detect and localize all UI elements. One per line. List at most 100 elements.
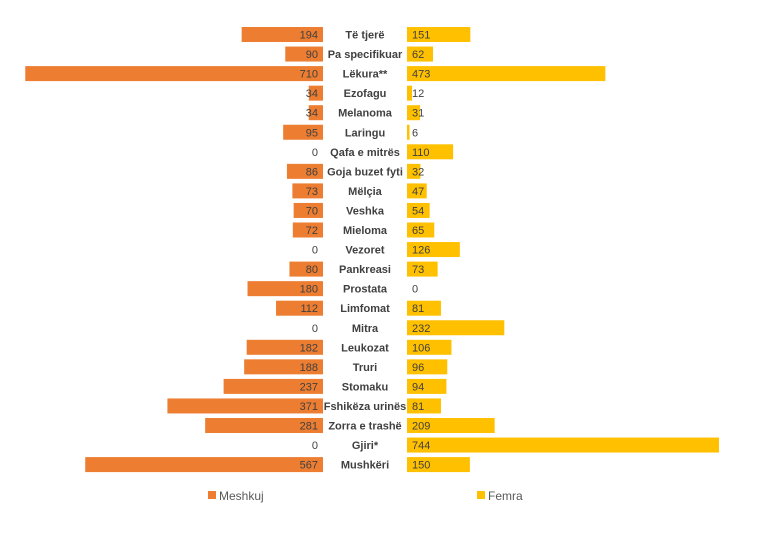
category-label-13: Prostata bbox=[343, 284, 388, 296]
bar-femra-11 bbox=[407, 242, 460, 258]
category-label-3: Ezofagu bbox=[344, 88, 387, 100]
bar-meshkuj-2 bbox=[25, 66, 324, 82]
bar-meshkuj-7 bbox=[286, 163, 323, 179]
value-label-femra-8: 47 bbox=[412, 186, 424, 198]
value-label-meshkuj-12: 80 bbox=[306, 264, 318, 276]
value-label-femra-1: 62 bbox=[412, 49, 424, 61]
bar-femra-5 bbox=[407, 124, 410, 140]
category-label-12: Pankreasi bbox=[339, 264, 391, 276]
category-label-17: Truri bbox=[353, 362, 377, 374]
value-label-meshkuj-6: 0 bbox=[312, 147, 318, 159]
category-label-21: Gjiri* bbox=[352, 440, 379, 452]
value-label-meshkuj-7: 86 bbox=[306, 166, 318, 178]
bar-meshkuj-16 bbox=[246, 339, 323, 355]
value-label-femra-9: 54 bbox=[412, 205, 424, 217]
bar-femra-0 bbox=[407, 27, 471, 42]
category-label-2: Lëkura** bbox=[343, 69, 388, 81]
value-label-femra-17: 96 bbox=[412, 362, 424, 374]
bar-meshkuj-1 bbox=[285, 46, 323, 62]
bar-meshkuj-17 bbox=[244, 359, 323, 375]
value-label-femra-4: 31 bbox=[412, 108, 424, 120]
value-label-meshkuj-9: 70 bbox=[306, 205, 318, 217]
bar-femra-18 bbox=[407, 378, 447, 394]
value-label-femra-11: 126 bbox=[412, 245, 430, 257]
value-label-meshkuj-4: 34 bbox=[306, 108, 318, 120]
value-label-femra-12: 73 bbox=[412, 264, 424, 276]
bar-femra-4 bbox=[407, 105, 420, 121]
bar-femra-7 bbox=[407, 163, 421, 179]
value-label-femra-6: 110 bbox=[412, 147, 430, 159]
category-label-15: Mitra bbox=[352, 323, 379, 335]
value-label-femra-21: 744 bbox=[412, 440, 430, 452]
value-label-femra-19: 81 bbox=[412, 401, 424, 413]
value-label-femra-20: 209 bbox=[412, 421, 430, 433]
category-label-20: Zorra e trashë bbox=[328, 421, 401, 433]
bar-femra-3 bbox=[407, 85, 413, 101]
category-label-10: Mieloma bbox=[343, 225, 388, 237]
category-label-9: Veshka bbox=[346, 205, 385, 217]
value-label-meshkuj-11: 0 bbox=[312, 245, 318, 257]
value-label-femra-0: 151 bbox=[412, 30, 430, 42]
value-label-meshkuj-17: 188 bbox=[300, 362, 318, 374]
bar-meshkuj-3 bbox=[308, 85, 323, 101]
bar-femra-12 bbox=[407, 261, 438, 277]
category-label-0: Të tjerë bbox=[345, 30, 384, 42]
value-label-meshkuj-2: 710 bbox=[300, 69, 318, 81]
bar-meshkuj-5 bbox=[283, 124, 323, 140]
bar-meshkuj-12 bbox=[289, 261, 323, 277]
value-label-meshkuj-14: 112 bbox=[300, 303, 318, 315]
category-label-18: Stomaku bbox=[342, 381, 388, 393]
bar-meshkuj-10 bbox=[292, 222, 323, 238]
bar-femra-19 bbox=[407, 398, 441, 414]
value-label-femra-14: 81 bbox=[412, 303, 424, 315]
category-label-19: Fshikëza urinës bbox=[324, 401, 407, 413]
value-label-femra-2: 473 bbox=[412, 69, 430, 81]
category-label-16: Leukozat bbox=[341, 342, 389, 354]
bar-meshkuj-9 bbox=[293, 202, 323, 218]
bar-femra-8 bbox=[407, 183, 427, 199]
bar-meshkuj-0 bbox=[241, 27, 323, 42]
value-label-meshkuj-10: 72 bbox=[306, 225, 318, 237]
category-label-8: Mëlçia bbox=[348, 186, 383, 198]
value-label-femra-3: 12 bbox=[412, 88, 424, 100]
category-label-7: Goja buzet fyti bbox=[327, 166, 403, 178]
category-label-22: Mushkëri bbox=[341, 460, 389, 472]
bar-femra-15 bbox=[407, 320, 505, 336]
bar-meshkuj-18 bbox=[223, 378, 323, 394]
bar-meshkuj-22 bbox=[85, 457, 324, 473]
bar-meshkuj-20 bbox=[205, 418, 323, 433]
value-label-femra-15: 232 bbox=[412, 323, 430, 335]
value-label-meshkuj-5: 95 bbox=[306, 127, 318, 139]
value-label-femra-7: 32 bbox=[412, 166, 424, 178]
bar-femra-6 bbox=[407, 144, 454, 160]
category-label-4: Melanoma bbox=[338, 108, 393, 120]
value-label-meshkuj-22: 567 bbox=[300, 460, 318, 472]
value-labels: 194 151 90 62 710 473 34 12 34 31 95 6 0 110 86 32 73 47 7… bbox=[300, 30, 431, 472]
category-label-11: Vezoret bbox=[345, 245, 384, 257]
legend-swatch-femra bbox=[477, 491, 485, 499]
value-label-meshkuj-15: 0 bbox=[312, 323, 318, 335]
category-label-14: Limfomat bbox=[340, 303, 390, 315]
value-label-meshkuj-3: 34 bbox=[306, 88, 318, 100]
series-femra-bars bbox=[407, 27, 719, 473]
bar-femra-1 bbox=[407, 46, 433, 62]
legend-label-meshkuj: Meshkuj bbox=[219, 489, 264, 503]
bar-femra-16 bbox=[407, 339, 452, 355]
category-labels: Të tjerë Pa specifikuar Lëkura** Ezofagu Mel… bbox=[324, 30, 407, 472]
bar-meshkuj-4 bbox=[308, 105, 323, 121]
value-label-meshkuj-18: 237 bbox=[300, 381, 318, 393]
value-label-meshkuj-1: 90 bbox=[306, 49, 318, 61]
legend: Meshkuj Femra bbox=[208, 489, 523, 503]
legend-label-femra: Femra bbox=[488, 489, 523, 503]
bar-femra-14 bbox=[407, 300, 441, 316]
value-label-femra-16: 106 bbox=[412, 342, 430, 354]
value-label-femra-22: 150 bbox=[412, 460, 430, 472]
bar-meshkuj-13 bbox=[247, 281, 323, 297]
bar-femra-22 bbox=[407, 457, 470, 473]
series-meshkuj-bars bbox=[25, 27, 324, 473]
bar-femra-10 bbox=[407, 222, 435, 238]
category-label-1: Pa specifikuar bbox=[328, 49, 403, 61]
category-label-5: Laringu bbox=[345, 127, 385, 139]
category-label-6: Qafa e mitrës bbox=[330, 147, 400, 159]
bar-meshkuj-8 bbox=[292, 183, 323, 199]
